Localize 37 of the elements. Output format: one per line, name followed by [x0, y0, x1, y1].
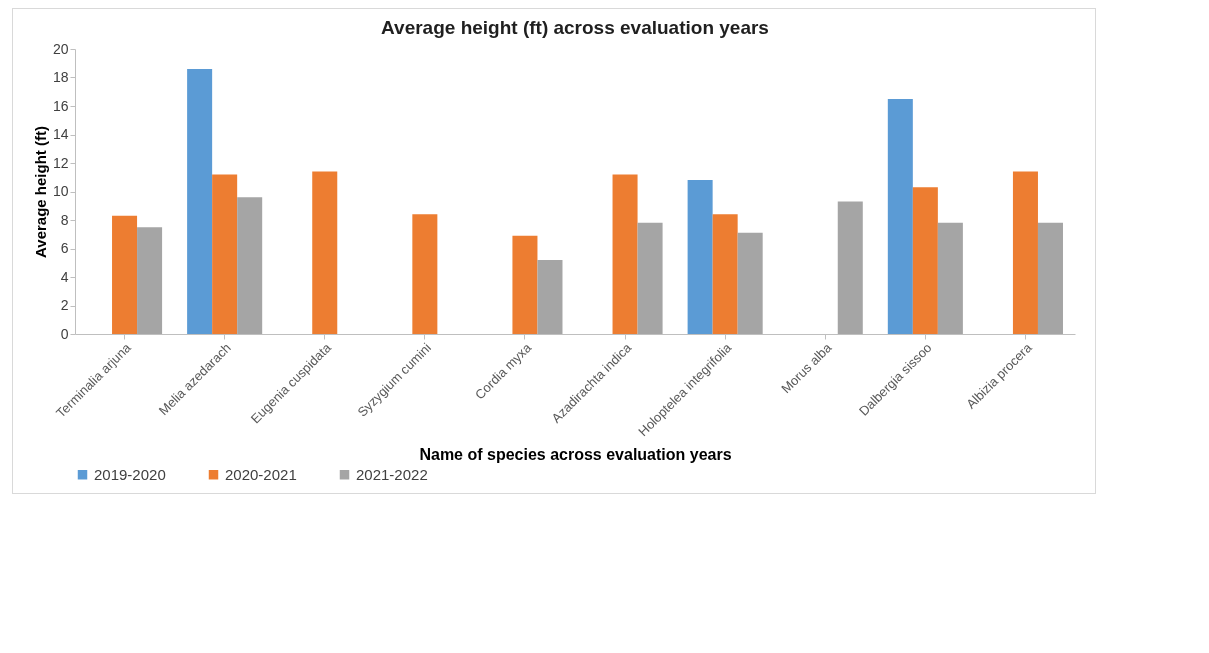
y-tick-label: 6	[60, 240, 69, 256]
bar	[887, 98, 913, 334]
bar	[137, 227, 163, 334]
bar	[837, 201, 863, 334]
x-axis-title: Name of species across evaluation years	[419, 446, 732, 464]
y-tick-label: 14	[52, 126, 69, 142]
y-axis-title: Average height (ft)	[31, 126, 49, 258]
bar	[187, 68, 213, 334]
chart-title: Average height (ft) across evaluation years	[381, 17, 769, 38]
bar	[912, 187, 938, 334]
bar	[1012, 171, 1038, 334]
bar	[412, 214, 438, 334]
legend-label: 2021-2022	[356, 465, 428, 483]
bar	[687, 180, 713, 334]
legend-label: 2020-2021	[225, 465, 297, 483]
bar	[112, 215, 138, 334]
y-tick-label: 16	[52, 97, 69, 114]
bar	[712, 214, 738, 334]
legend-label: 2019-2020	[94, 465, 166, 483]
y-tick-label: 12	[52, 154, 69, 171]
y-tick-label: 10	[52, 183, 69, 199]
bar	[937, 222, 963, 334]
y-tick-label: 8	[60, 211, 69, 228]
y-tick-label: 2	[60, 297, 69, 313]
y-tick-label: 20	[52, 40, 69, 57]
bar	[612, 174, 638, 334]
bar	[737, 232, 763, 334]
bar	[637, 222, 663, 334]
y-tick-label: 0	[60, 325, 69, 342]
bar	[1037, 222, 1063, 334]
bar	[237, 197, 263, 334]
bar	[512, 235, 538, 334]
bar	[312, 171, 338, 334]
bar	[212, 174, 238, 334]
bar	[537, 259, 563, 334]
y-tick-label: 4	[60, 268, 69, 285]
y-tick-label: 18	[52, 69, 69, 85]
